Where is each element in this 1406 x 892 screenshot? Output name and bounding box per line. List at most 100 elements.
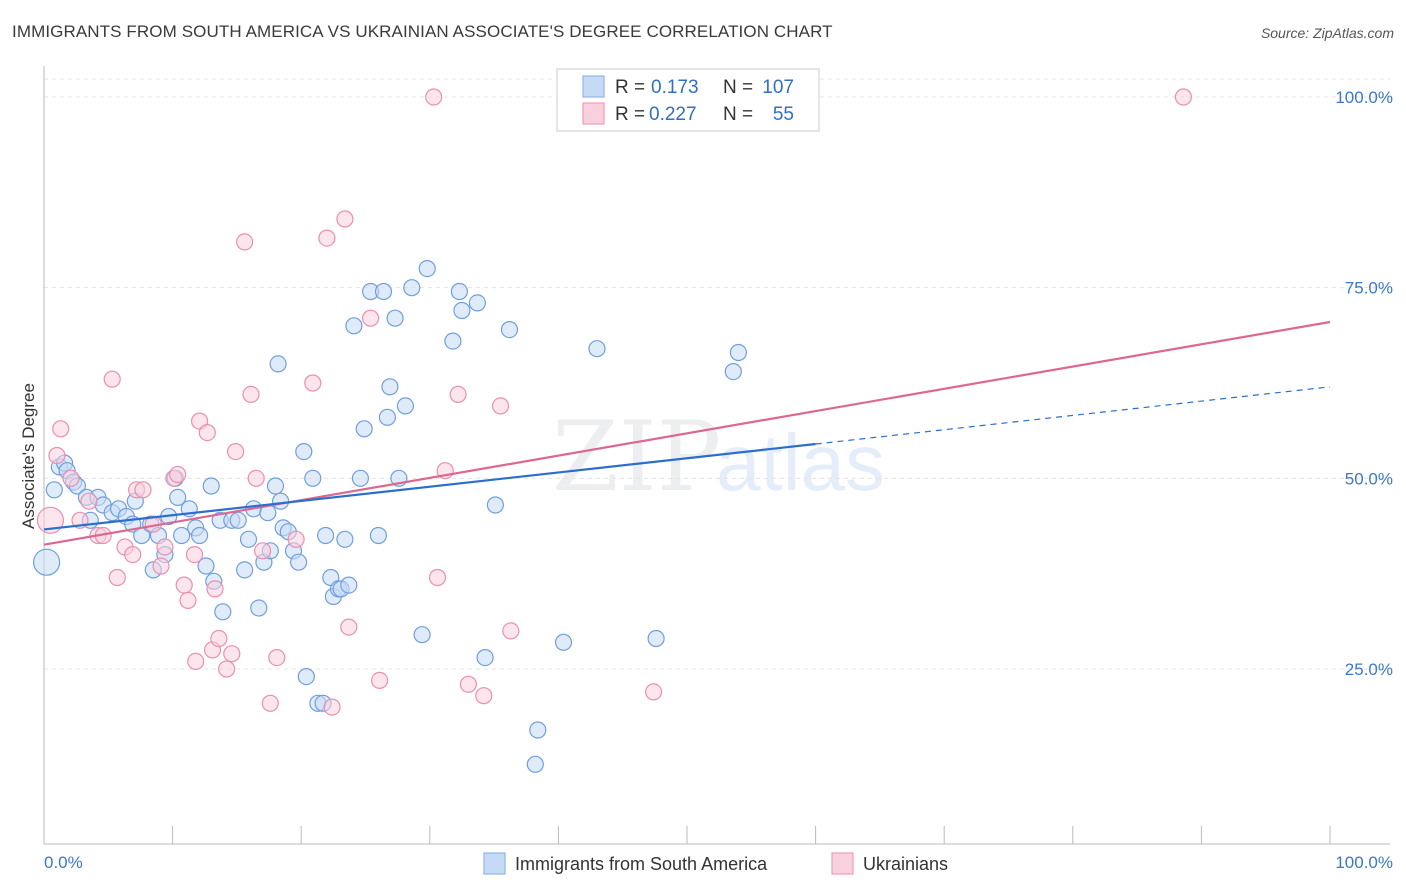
- data-point: [336, 210, 354, 228]
- data-point: [218, 660, 236, 678]
- data-point: [261, 694, 279, 712]
- data-point: [323, 698, 341, 716]
- data-point: [210, 629, 228, 648]
- data-point: [403, 279, 421, 297]
- data-point: [340, 618, 358, 636]
- x-tick-label-min: 0.0%: [44, 853, 83, 872]
- data-point: [198, 424, 216, 442]
- data-point: [336, 530, 354, 548]
- watermark-atlas: atlas: [716, 418, 885, 507]
- data-point: [134, 481, 152, 499]
- data-points: [32, 88, 1193, 773]
- stats-r-label: R =: [615, 104, 645, 125]
- y-tick-label: 100.0%: [1335, 88, 1393, 107]
- data-point: [428, 568, 447, 587]
- data-point: [644, 683, 663, 701]
- data-point: [80, 492, 98, 510]
- chart-title: IMMIGRANTS FROM SOUTH AMERICA VS UKRAINI…: [12, 22, 833, 41]
- data-point: [475, 687, 493, 705]
- data-point: [453, 301, 471, 320]
- data-point: [48, 446, 66, 465]
- legend: Immigrants from South America Ukrainians: [483, 852, 948, 875]
- data-point: [175, 576, 193, 594]
- data-point: [418, 260, 436, 278]
- data-point: [32, 548, 61, 576]
- data-point: [449, 385, 467, 403]
- trend-lines: [43, 320, 1331, 546]
- data-point: [206, 580, 224, 598]
- stats-n-label: N =: [723, 104, 753, 125]
- data-point: [724, 363, 742, 381]
- data-point: [413, 626, 431, 644]
- data-point: [169, 465, 187, 484]
- stats-n-value-blue: 107: [762, 77, 794, 98]
- data-point: [295, 443, 313, 461]
- data-point: [371, 671, 389, 690]
- data-point: [191, 526, 209, 545]
- data-point: [345, 317, 363, 335]
- data-point: [169, 488, 187, 506]
- data-point: [526, 755, 544, 773]
- legend-label-ukrainians: Ukrainians: [863, 854, 948, 874]
- data-point: [369, 526, 387, 545]
- y-tick-label: 50.0%: [1345, 469, 1393, 488]
- data-point: [45, 481, 63, 499]
- data-point: [202, 477, 220, 495]
- legend-swatch-ukrainians: [831, 852, 854, 875]
- data-point: [173, 526, 191, 545]
- data-point: [588, 340, 606, 358]
- data-point: [491, 397, 510, 415]
- data-point: [214, 603, 232, 621]
- data-point: [247, 469, 265, 487]
- data-point: [152, 557, 170, 575]
- data-point: [239, 530, 258, 548]
- data-point: [647, 629, 665, 648]
- data-point: [156, 538, 174, 556]
- trend-line-south-america-extension: [815, 386, 1331, 445]
- y-tick-label: 25.0%: [1345, 660, 1393, 679]
- data-point: [223, 645, 241, 663]
- data-point: [304, 469, 322, 487]
- stats-r-label: R =: [615, 77, 645, 98]
- data-point: [529, 721, 547, 739]
- y-tick-labels: 25.0% 50.0% 75.0% 100.0%: [1335, 88, 1393, 679]
- data-point: [1174, 88, 1193, 106]
- data-point: [459, 675, 477, 693]
- data-point: [381, 378, 399, 396]
- data-point: [317, 526, 335, 545]
- data-point: [52, 420, 70, 438]
- series-ukrainians: [36, 88, 1193, 716]
- data-point: [254, 542, 272, 560]
- data-point: [179, 591, 197, 610]
- watermark: ZIP atlas: [552, 401, 885, 513]
- data-point: [378, 408, 396, 426]
- gridlines: [44, 78, 1390, 670]
- data-point: [386, 309, 404, 327]
- data-point: [374, 282, 393, 301]
- data-point: [236, 233, 254, 251]
- data-point: [425, 88, 443, 106]
- data-point: [269, 355, 287, 373]
- data-point: [290, 553, 308, 571]
- series-south-america: [32, 260, 748, 773]
- data-point: [124, 545, 142, 564]
- legend-label-south-america: Immigrants from South America: [515, 854, 768, 874]
- data-point: [62, 469, 80, 487]
- stats-swatch-blue: [582, 75, 605, 98]
- data-point: [500, 321, 519, 339]
- legend-swatch-south-america: [483, 852, 506, 875]
- data-point: [450, 282, 468, 301]
- data-point: [242, 385, 260, 403]
- data-point: [468, 294, 486, 312]
- x-ticks: [43, 826, 1331, 844]
- stats-n-label: N =: [723, 77, 753, 98]
- axes: [43, 66, 1390, 845]
- stats-r-value-blue: 0.173: [651, 77, 699, 98]
- data-point: [185, 545, 204, 564]
- data-point: [486, 496, 504, 514]
- y-axis-label: Associate's Degree: [19, 383, 38, 529]
- data-point: [355, 420, 373, 438]
- data-point: [268, 648, 286, 667]
- data-point: [554, 633, 573, 651]
